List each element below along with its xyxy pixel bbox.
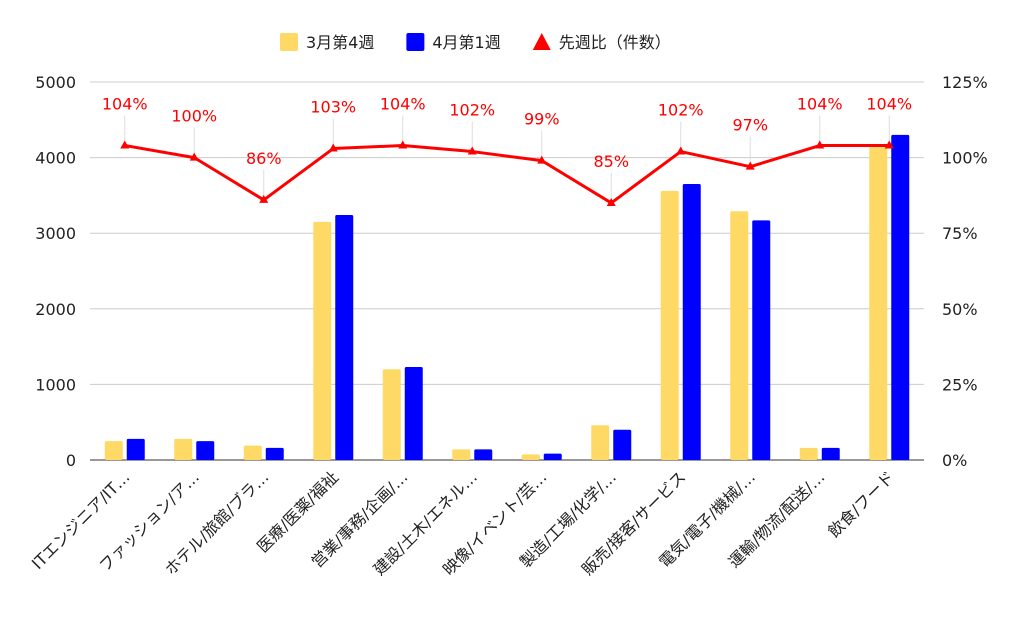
y-left-tick-label: 2000 [35, 300, 76, 319]
line-point [676, 146, 686, 155]
bar [452, 449, 471, 460]
bar [521, 454, 540, 460]
line-series: 104% 100% 86% 103% 104% 102% 99% 85% 102% 97% 104%… [102, 95, 912, 206]
line-point [328, 143, 338, 152]
bar [543, 453, 562, 460]
line-point [189, 152, 199, 161]
data-label: 97% [732, 116, 768, 135]
data-label: 104% [102, 95, 148, 114]
x-tick-label: 飲食/フード [824, 467, 898, 541]
legend-label: 4月第1週 [432, 33, 500, 52]
bar [313, 221, 332, 460]
bar [404, 367, 423, 460]
gridlines [90, 81, 924, 461]
line-point [120, 140, 130, 149]
data-label: 85% [593, 152, 629, 171]
y-right-tick-label: 125% [942, 73, 988, 92]
bar [730, 211, 749, 460]
line-point [884, 140, 894, 149]
data-label: 102% [449, 101, 495, 120]
bar-series [104, 134, 910, 461]
y-left-tick-label: 4000 [35, 149, 76, 168]
y-right-tick-label: 0% [942, 451, 967, 470]
x-axis: ITエンジニア/IT…ファッション/ア…ホテル/旅館/ブラ…医療/医薬/福祉営業… [28, 467, 898, 579]
data-label: 99% [524, 110, 560, 129]
legend-triangle-icon [532, 33, 551, 50]
bar [265, 447, 284, 460]
y-left-tick-label: 3000 [35, 224, 76, 243]
bar [682, 184, 701, 460]
data-label: 104% [866, 95, 912, 114]
line-point [467, 146, 477, 155]
data-label: 104% [380, 95, 426, 114]
legend-label: 3月第4週 [306, 33, 374, 52]
data-label: 100% [171, 107, 217, 126]
data-label: 102% [658, 101, 704, 120]
y-axis-right: 0% 25% 50% 75% 100% 125% [942, 73, 988, 470]
bar [869, 147, 888, 461]
bar [126, 438, 145, 460]
bar [891, 134, 910, 461]
y-left-tick-label: 0 [66, 451, 76, 470]
y-right-tick-label: 50% [942, 300, 978, 319]
bar [335, 215, 354, 460]
bar [196, 441, 215, 460]
line-point [815, 140, 825, 149]
bar [382, 369, 401, 460]
legend-swatch [280, 33, 298, 51]
data-label: 104% [797, 95, 843, 114]
line-point [537, 155, 547, 164]
bar [174, 438, 193, 460]
bar [474, 449, 493, 460]
legend-swatch [406, 33, 425, 51]
bar [821, 447, 840, 460]
bar [591, 425, 610, 460]
y-axis-left: 0 1000 2000 3000 4000 5000 [35, 73, 76, 470]
line-point [745, 161, 755, 170]
y-right-tick-label: 75% [942, 224, 978, 243]
legend: 3月第4週 4月第1週 先週比（件数） [280, 33, 671, 52]
line-point [259, 194, 269, 203]
data-label: 86% [246, 149, 282, 168]
line-point [398, 140, 408, 149]
y-right-tick-label: 25% [942, 375, 978, 394]
data-label: 103% [310, 98, 356, 117]
y-right-tick-label: 100% [942, 149, 988, 168]
y-left-tick-label: 1000 [35, 375, 76, 394]
bar [660, 190, 679, 460]
legend-label: 先週比（件数） [559, 33, 671, 52]
bar [104, 441, 123, 460]
bar [752, 220, 771, 460]
bar [613, 429, 632, 460]
bar [243, 445, 262, 460]
line-path [124, 144, 890, 205]
bar [799, 447, 818, 460]
line-point [606, 197, 616, 206]
y-left-tick-label: 5000 [35, 73, 76, 92]
